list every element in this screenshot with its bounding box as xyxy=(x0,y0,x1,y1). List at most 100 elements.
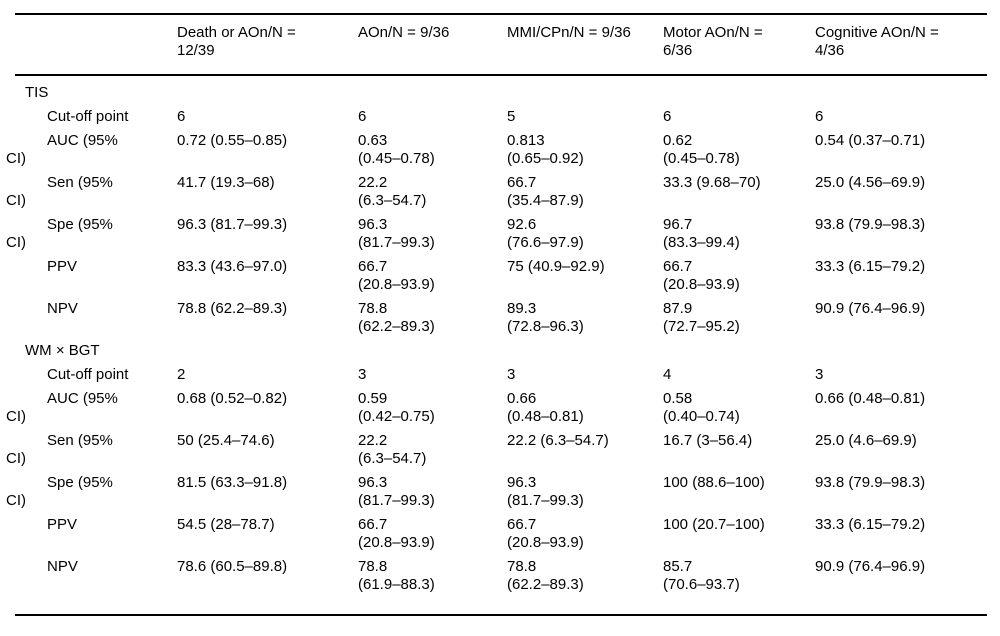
cell-line: 54.5 (28–78.7) xyxy=(177,516,275,533)
cell-line: 66.7 xyxy=(663,258,693,275)
cell-line: 25.0 (4.6–69.9) xyxy=(815,432,917,449)
table-row: Sen (95% CI) 50 (25.4–74.6) 22.2 (6.3–54.7) 2… xyxy=(6,432,987,468)
header-cell: Motor AOn/N = 6/36 xyxy=(663,24,815,60)
row-label-line: Sen (95% xyxy=(47,432,113,449)
cell-line: 0.66 xyxy=(507,390,537,407)
row-label-line: CI) xyxy=(6,234,26,251)
cell-line: 6 xyxy=(177,108,186,125)
cell-line: (62.2–89.3) xyxy=(358,318,435,335)
header-cell: Cognitive AOn/N = 4/36 xyxy=(815,24,987,60)
cell-line: (83.3–99.4) xyxy=(663,234,740,251)
value-cell: 33.3 (6.15–79.2) xyxy=(815,258,987,276)
value-cell: 5 xyxy=(507,108,663,126)
header-cell-line: 12/39 xyxy=(177,42,215,59)
value-cell: 0.58 (0.40–0.74) xyxy=(663,390,815,426)
value-cell: 50 (25.4–74.6) xyxy=(177,432,358,450)
cell-line: (0.40–0.74) xyxy=(663,408,740,425)
row-label-line: NPV xyxy=(47,558,78,575)
value-cell: 78.6 (60.5–89.8) xyxy=(177,558,358,576)
cell-line: 22.2 xyxy=(358,174,388,191)
cell-line: 3 xyxy=(815,366,824,383)
row-label: NPV xyxy=(15,558,177,576)
table-row: NPV 78.8 (62.2–89.3) 78.8 (62.2–89.3) 89.3 (7… xyxy=(15,300,987,336)
row-label: Cut-off point xyxy=(15,108,177,126)
cell-line: 0.66 (0.48–0.81) xyxy=(815,390,926,407)
cell-line: (20.8–93.9) xyxy=(507,534,584,551)
cell-line: 2 xyxy=(177,366,186,383)
cell-line: 100 (88.6–100) xyxy=(663,474,765,491)
cell-line: (62.2–89.3) xyxy=(507,576,584,593)
cell-line: 41.7 (19.3–68) xyxy=(177,174,275,191)
cell-line: 83.3 (43.6–97.0) xyxy=(177,258,288,275)
value-cell: 66.7 (35.4–87.9) xyxy=(507,174,663,210)
value-cell: 0.54 (0.37–0.71) xyxy=(815,132,987,150)
value-cell: 75 (40.9–92.9) xyxy=(507,258,663,276)
cell-line: (0.45–0.78) xyxy=(663,150,740,167)
cell-line: 90.9 (76.4–96.9) xyxy=(815,558,926,575)
cell-line: (0.42–0.75) xyxy=(358,408,435,425)
results-table: Death or AOn/N = 12/39 AOn/N = 9/36 MMI/CPn… xyxy=(6,13,987,616)
value-cell: 100 (20.7–100) xyxy=(663,516,815,534)
header-cell-line: AOn/N = 9/36 xyxy=(358,24,450,41)
cell-line: (70.6–93.7) xyxy=(663,576,740,593)
cell-line: (81.7–99.3) xyxy=(358,492,435,509)
row-label-line: CI) xyxy=(6,492,26,509)
cell-line: 90.9 (76.4–96.9) xyxy=(815,300,926,317)
cell-line: 0.62 xyxy=(663,132,693,149)
cell-line: (61.9–88.3) xyxy=(358,576,435,593)
value-cell: 16.7 (3–56.4) xyxy=(663,432,815,450)
value-cell: 22.2 (6.3–54.7) xyxy=(507,432,663,450)
value-cell: 0.66 (0.48–0.81) xyxy=(507,390,663,426)
header-cell-line: 4/36 xyxy=(815,42,845,59)
row-label: PPV xyxy=(15,516,177,534)
section-title: TIS xyxy=(25,84,49,101)
cell-line: 0.813 xyxy=(507,132,545,149)
cell-line: 87.9 xyxy=(663,300,693,317)
cell-line: 5 xyxy=(507,108,516,125)
cell-line: 33.3 (6.15–79.2) xyxy=(815,258,926,275)
cell-line: 0.68 (0.52–0.82) xyxy=(177,390,288,407)
cell-line: 96.3 xyxy=(358,216,388,233)
row-label: Sen (95% CI) xyxy=(6,174,177,210)
value-cell: 4 xyxy=(663,366,815,384)
table-row: PPV 54.5 (28–78.7) 66.7 (20.8–93.9) 66.7 (20.… xyxy=(15,516,987,552)
cell-line: 25.0 (4.56–69.9) xyxy=(815,174,926,191)
value-cell: 54.5 (28–78.7) xyxy=(177,516,358,534)
cell-line: 66.7 xyxy=(507,516,537,533)
value-cell: 78.8 (62.2–89.3) xyxy=(358,300,507,336)
cell-line: 66.7 xyxy=(507,174,537,191)
value-cell: 22.2 (6.3–54.7) xyxy=(358,174,507,210)
cell-line: (20.8–93.9) xyxy=(358,276,435,293)
cell-line: 16.7 (3–56.4) xyxy=(663,432,753,449)
cell-line: (6.3–54.7) xyxy=(358,450,427,467)
value-cell: 93.8 (79.9–98.3) xyxy=(815,216,987,234)
header-row: Death or AOn/N = 12/39 AOn/N = 9/36 MMI/CPn… xyxy=(15,15,987,76)
cell-line: 89.3 xyxy=(507,300,537,317)
cell-line: (6.3–54.7) xyxy=(358,192,427,209)
cell-line: 66.7 xyxy=(358,258,388,275)
cell-line: 96.3 xyxy=(507,474,537,491)
value-cell: 81.5 (63.3–91.8) xyxy=(177,474,358,492)
cell-line: 66.7 xyxy=(358,516,388,533)
cell-line: 4 xyxy=(663,366,672,383)
cell-line: 6 xyxy=(663,108,672,125)
value-cell: 3 xyxy=(507,366,663,384)
row-label-line: CI) xyxy=(6,150,26,167)
cell-line: 33.3 (9.68–70) xyxy=(663,174,761,191)
value-cell: 0.72 (0.55–0.85) xyxy=(177,132,358,150)
value-cell: 2 xyxy=(177,366,358,384)
section-header-row: WM × BGT xyxy=(15,342,987,360)
cell-line: 0.58 xyxy=(663,390,693,407)
value-cell: 78.8 (62.2–89.3) xyxy=(177,300,358,318)
row-label-line: Cut-off point xyxy=(47,108,129,125)
cell-line: (20.8–93.9) xyxy=(663,276,740,293)
value-cell: 96.3 (81.7–99.3) xyxy=(177,216,358,234)
value-cell: 85.7 (70.6–93.7) xyxy=(663,558,815,594)
value-cell: 90.9 (76.4–96.9) xyxy=(815,558,987,576)
row-label-line: Spe (95% xyxy=(47,216,113,233)
table-row: Cut-off point 6 6 5 6 6 xyxy=(15,108,987,126)
cell-line: (81.7–99.3) xyxy=(358,234,435,251)
cell-line: 78.6 (60.5–89.8) xyxy=(177,558,288,575)
value-cell: 6 xyxy=(358,108,507,126)
value-cell: 89.3 (72.8–96.3) xyxy=(507,300,663,336)
